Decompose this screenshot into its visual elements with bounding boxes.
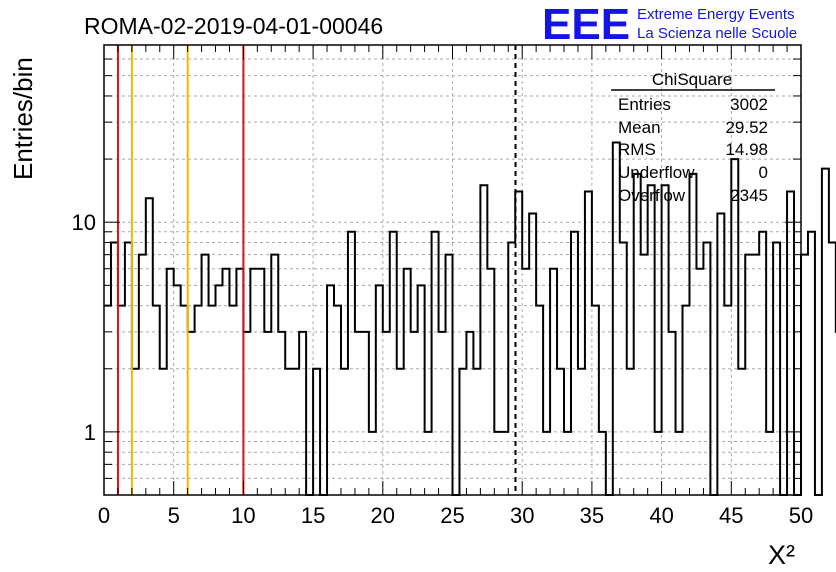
y-tick-label: 1	[84, 420, 96, 445]
x-tick-label: 20	[371, 503, 395, 528]
y-axis-label: Entries/bin	[8, 57, 38, 180]
x-tick-label: 0	[98, 503, 110, 528]
axes: 0 5 10 15 20 25 30 35 40 45 50 1 10	[72, 44, 813, 528]
stats-box: ChiSquare Entries 3002 Mean 29.52 RMS 14…	[611, 70, 775, 205]
stats-value-mean: 29.52	[725, 118, 768, 137]
x-tick-label: 10	[231, 503, 255, 528]
x-tick-label: 30	[510, 503, 534, 528]
stats-label-underflow: Underflow	[618, 163, 695, 182]
stats-label-entries: Entries	[618, 95, 671, 114]
run-title: ROMA-02-2019-04-01-00046	[84, 13, 383, 39]
stats-label-rms: RMS	[618, 140, 656, 159]
histogram	[104, 141, 836, 496]
reference-lines	[116, 45, 517, 495]
logo-subtitle-2: La Scienza nelle Scuole	[637, 25, 797, 42]
eee-logo: EEE	[542, 0, 630, 49]
x-tick-label: 35	[580, 503, 604, 528]
y-tick-label: 10	[72, 210, 96, 235]
logo-subtitle-1: Extreme Energy Events	[637, 6, 795, 23]
stats-title: ChiSquare	[652, 70, 732, 89]
stats-label-overflow: Overflow	[618, 186, 686, 205]
stats-value-underflow: 0	[759, 163, 768, 182]
x-tick-label: 5	[168, 503, 180, 528]
x-tick-label: 15	[301, 503, 325, 528]
stats-value-overflow: 2345	[730, 186, 768, 205]
stats-value-rms: 14.98	[725, 140, 768, 159]
histogram-outline	[104, 141, 836, 496]
x-tick-label: 40	[649, 503, 673, 528]
x-tick-label: 50	[789, 503, 813, 528]
stats-value-entries: 3002	[730, 95, 768, 114]
stats-label-mean: Mean	[618, 118, 661, 137]
x-tick-label: 25	[440, 503, 464, 528]
x-axis-label: X²	[768, 540, 795, 570]
x-tick-label: 45	[719, 503, 743, 528]
